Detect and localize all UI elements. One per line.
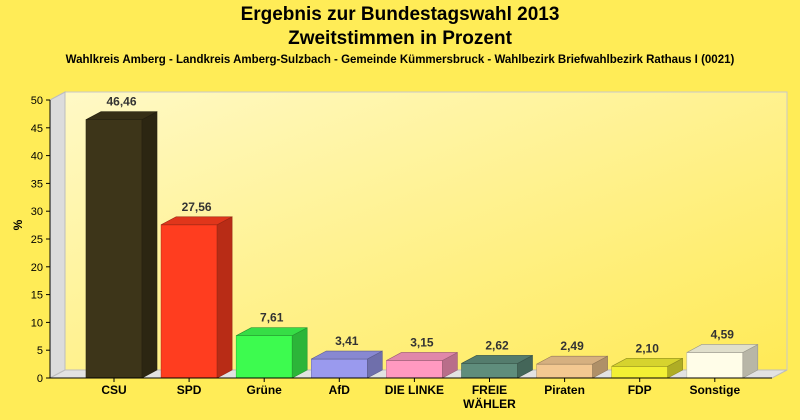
x-tick-label: SPD — [177, 383, 202, 397]
x-tick-label: DIE LINKE — [385, 383, 444, 397]
plot-side-wall — [49, 91, 66, 379]
y-tick-label: 45 — [31, 123, 43, 135]
bar-top — [611, 358, 683, 367]
bar-csu — [85, 111, 158, 379]
bar-spd — [160, 216, 233, 379]
y-tick-label: 35 — [31, 178, 43, 190]
y-tick-label: 50 — [31, 95, 43, 107]
y-tick-label: 25 — [31, 234, 43, 246]
bar-die-linke — [386, 351, 458, 379]
bar-front — [386, 360, 443, 379]
bar-side — [216, 216, 233, 379]
y-tick-label: 0 — [37, 373, 43, 385]
bar-sonstige — [686, 343, 759, 379]
bar-side — [291, 327, 308, 379]
y-tick-label: 40 — [31, 151, 43, 163]
bar-front — [686, 352, 744, 379]
x-tick-label: Sonstige — [689, 383, 740, 397]
data-label: 27,56 — [182, 200, 212, 214]
bar-top — [85, 111, 158, 120]
bar-side — [141, 111, 158, 379]
y-axis: 0 5 10 15 20 25 30 35 40 45 50 — [31, 95, 51, 385]
bar-top — [536, 355, 608, 365]
x-tick-label: FREIE — [472, 383, 507, 397]
x-tick-label: WÄHLER — [463, 396, 516, 411]
data-label: 2,10 — [636, 341, 660, 355]
bar-front — [85, 119, 143, 379]
bars: 46,46 27,56 7,61 3,41 3,15 2,62 2,49 2,10 4,59 — [85, 95, 759, 379]
bar-grüne — [235, 327, 308, 379]
bar-front — [536, 363, 593, 379]
y-tick-label: 30 — [31, 206, 43, 218]
data-label: 46,46 — [106, 95, 136, 109]
bar-front — [160, 224, 218, 379]
bar-front — [611, 366, 669, 379]
data-label: 7,61 — [260, 311, 284, 325]
bar-freie-wähler — [461, 354, 533, 379]
y-axis-title: % — [11, 219, 25, 230]
x-tick-label: AfD — [329, 383, 351, 397]
data-label: 2,49 — [560, 339, 584, 353]
bar-fdp — [611, 357, 684, 379]
x-tick-label: Grüne — [247, 383, 283, 397]
data-label: 4,59 — [711, 327, 735, 341]
bar-top — [386, 352, 458, 361]
bar-piraten — [536, 355, 608, 379]
bar-front — [235, 335, 293, 379]
bar-top — [236, 327, 308, 336]
data-label: 3,41 — [335, 334, 359, 348]
data-label: 2,62 — [485, 338, 509, 352]
y-tick-label: 10 — [31, 317, 43, 329]
x-tick-label: FDP — [628, 383, 652, 397]
bar-top — [461, 355, 533, 364]
y-tick-label: 20 — [31, 262, 43, 274]
chart-subtitle: Zweitstimmen in Prozent — [288, 28, 512, 49]
bar-front — [310, 358, 368, 379]
data-label: 3,15 — [410, 335, 434, 349]
bar-front — [461, 363, 518, 379]
chart-title: Ergebnis zur Bundestagswahl 2013 — [240, 4, 560, 25]
chart-caption: Wahlkreis Amberg - Landkreis Amberg-Sulz… — [65, 54, 735, 66]
bar-top — [686, 344, 758, 353]
y-tick-label: 5 — [37, 345, 43, 357]
bar-afd — [310, 350, 383, 379]
bar-top — [311, 350, 383, 360]
x-tick-label: Piraten — [544, 383, 585, 397]
bar-top — [160, 216, 233, 226]
y-tick-label: 15 — [31, 290, 43, 302]
x-tick-label: CSU — [101, 383, 126, 397]
